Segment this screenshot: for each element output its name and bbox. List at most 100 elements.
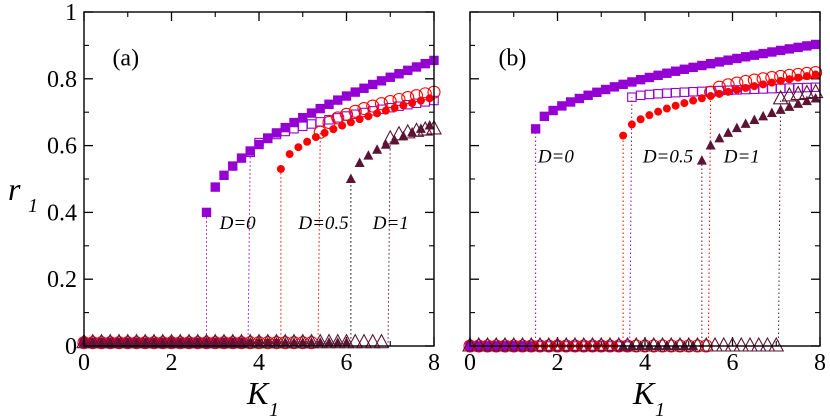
marker-filled-square [306,108,317,118]
marker-open-triangle [523,336,540,352]
marker-open-triangle [277,333,294,349]
panel-label: (b) [498,45,526,71]
marker-filled-triangle [784,101,795,111]
marker-filled-triangle [289,337,299,347]
marker-open-triangle [373,333,390,349]
marker-filled-square [298,113,308,123]
marker-filled-square [420,58,430,69]
marker-filled-square [359,83,369,93]
marker-open-triangle [181,333,197,349]
annotation-label: D=1 [723,146,760,167]
x-tick-label: 8 [814,350,826,376]
jump-line [707,92,712,347]
marker-filled-square [228,161,238,171]
marker-open-triangle [768,336,785,352]
marker-open-triangle [549,336,566,352]
marker-filled-square [333,95,343,105]
series-open-triangle-backward [76,119,442,349]
marker-filled-circle [776,76,785,85]
y-tick-label: 0.2 [47,267,77,293]
y-tick-label: 0.6 [47,134,77,160]
marker-filled-square [376,76,387,86]
marker-open-circle [756,72,770,86]
marker-filled-square [688,62,698,73]
marker-open-triangle [593,336,610,352]
series-filled-triangle-forward [618,92,821,350]
marker-open-square [679,87,690,97]
marker-open-triangle [207,333,224,349]
marker-filled-triangle [149,337,159,347]
marker-filled-square [341,91,352,101]
marker-open-triangle [567,336,583,352]
marker-open-circle [765,71,779,85]
marker-open-triangle [514,336,531,352]
marker-filled-triangle [749,114,760,125]
marker-filled-square [627,77,637,87]
marker-open-triangle [672,336,688,352]
marker-filled-square [254,139,264,150]
marker-filled-square [236,153,247,163]
marker-open-triangle [488,336,505,352]
marker-open-circle [366,99,380,113]
x-tick-label: 2 [166,350,178,376]
marker-open-triangle [505,336,522,352]
marker-filled-triangle [758,110,769,121]
y-tick-label: 0.8 [47,67,77,93]
marker-filled-triangle [201,337,212,347]
y-tick-label: 1 [65,0,77,26]
marker-open-triangle [224,333,241,349]
jump-line [777,98,782,347]
marker-filled-square [810,39,821,50]
marker-filled-square [548,105,558,116]
marker-filled-triangle [324,337,334,347]
marker-open-triangle [575,336,592,352]
x-tick-label: 6 [341,350,353,376]
annotation-label: D=0 [537,146,575,167]
marker-filled-triangle [131,337,142,347]
marker-filled-square [557,101,567,111]
marker-open-triangle [790,85,807,101]
marker-open-triangle [497,336,513,352]
marker-open-triangle [540,336,557,352]
marker-open-circle [782,68,796,82]
jump-line [317,132,321,343]
marker-open-circle [374,97,389,111]
marker-open-triangle [750,336,767,352]
plot-frame [469,11,821,347]
marker-filled-circle [619,131,628,140]
marker-open-circle [401,90,415,105]
marker-open-triangle [172,333,189,349]
marker-filled-circle [636,115,645,124]
marker-filled-triangle [105,337,116,347]
marker-filled-circle [346,118,355,127]
marker-filled-square [749,50,760,60]
marker-filled-triangle [793,98,804,108]
marker-open-triangle [242,333,259,349]
marker-filled-triangle [766,107,777,118]
marker-open-triangle [146,333,162,349]
y-axis-title-main: r [8,171,21,207]
marker-open-circle [409,89,424,103]
jump-line [629,97,633,347]
marker-filled-circle [303,137,312,146]
marker-open-triangle [84,333,101,349]
marker-filled-triangle [166,337,177,347]
marker-filled-triangle [705,139,716,150]
marker-open-triangle [137,333,154,349]
marker-filled-triangle [714,132,725,143]
marker-filled-circle [811,70,820,79]
marker-open-triangle [759,336,776,352]
marker-filled-triangle [219,337,229,347]
marker-filled-triangle [332,337,343,347]
marker-open-square [653,89,663,99]
marker-open-triangle [198,333,215,349]
marker-open-triangle [602,336,618,352]
marker-filled-square [263,133,273,144]
marker-open-triangle [733,336,750,352]
marker-open-triangle [312,333,329,349]
marker-open-triangle [724,336,741,352]
marker-open-triangle [76,333,92,349]
marker-filled-triangle [262,337,273,347]
marker-filled-triangle [157,337,168,347]
marker-open-triangle [680,336,697,352]
